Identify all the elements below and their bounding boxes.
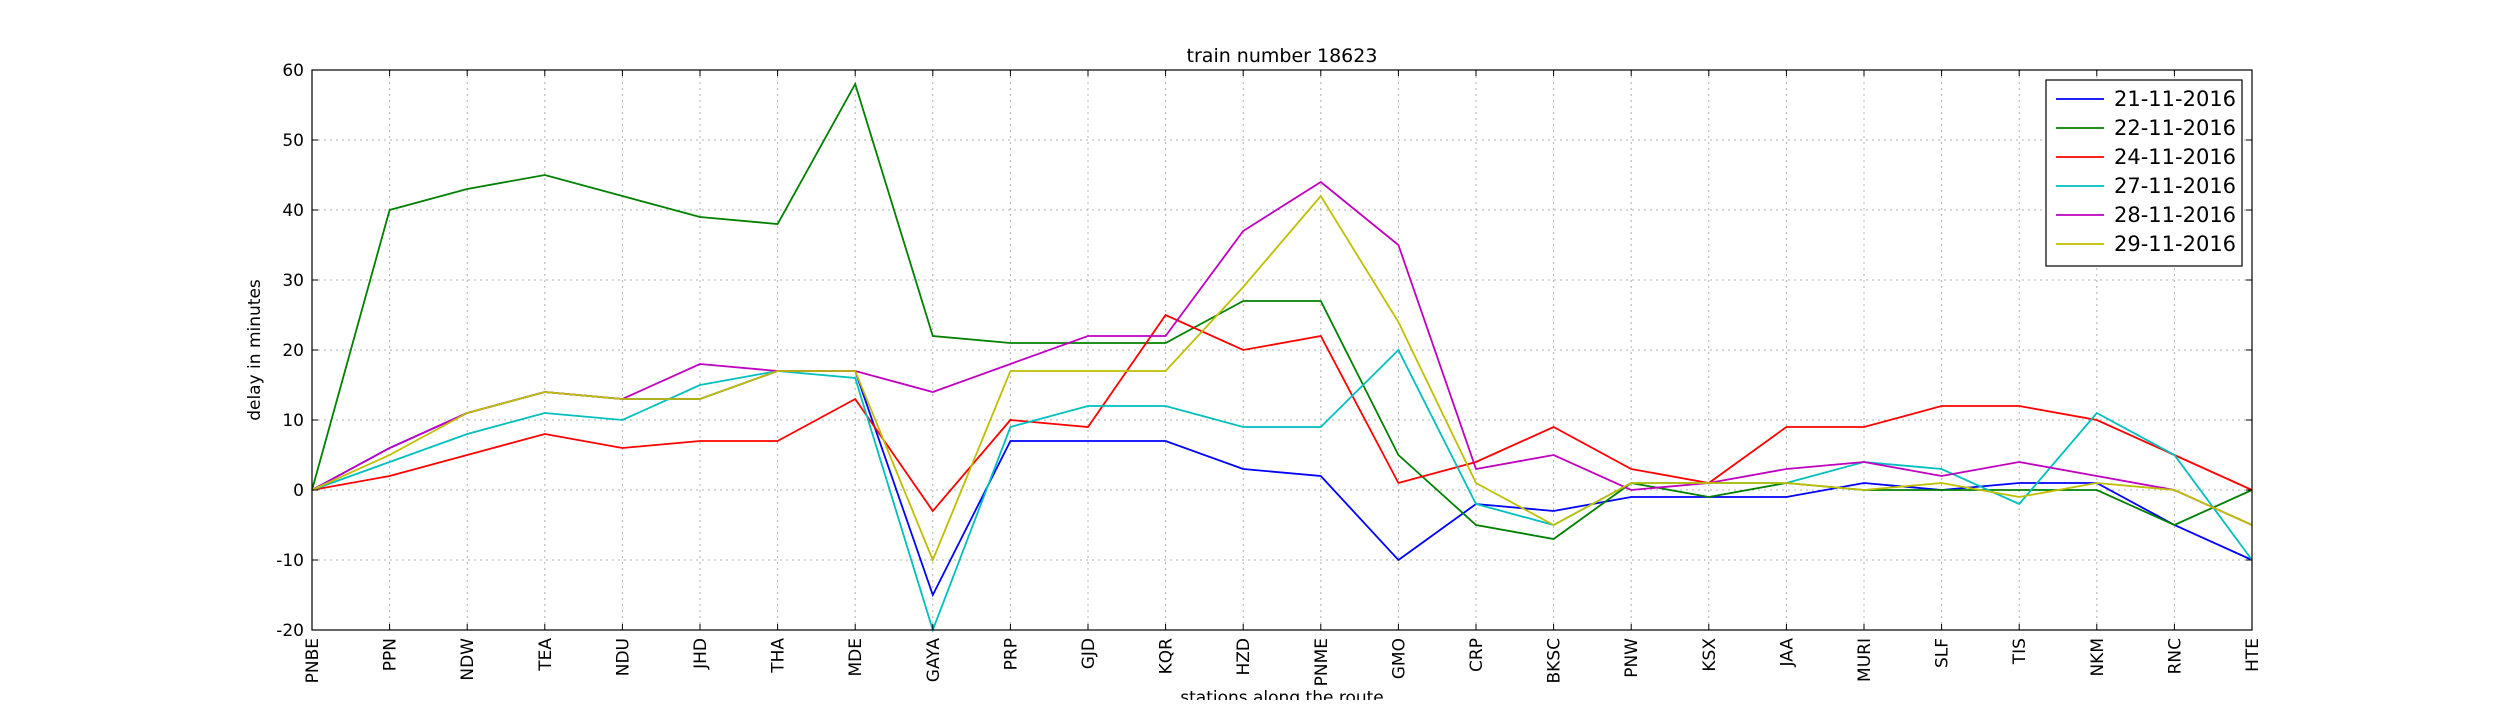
plot-frame [311,69,2253,631]
legend-entry: 29-11-2016 [2114,232,2236,256]
y-tick-label: 60 [282,61,304,81]
y-tick-label: 30 [282,271,304,291]
series-line-21-11-2016 [311,370,2253,598]
x-axis-ticks: PNBE PPN NDW TEA NDU JHD THA MDE GAYA PRP GJD KQR HZ… [303,70,2263,686]
x-tick-label: PNW [1622,638,1642,678]
y-axis-ticks: -20 -10 0 10 20 30 40 50 60 [276,61,2252,641]
series-line-28-11-2016 [311,180,2253,526]
x-tick-label: BKSC [1545,638,1565,683]
legend-entry: 28-11-2016 [2114,203,2236,227]
x-tick-label: MURI [1855,638,1875,682]
series-lines [311,81,2253,633]
series-line-22-11-2016 [311,81,2253,540]
legend-entry: 22-11-2016 [2114,116,2236,140]
x-tick-label: HTE [2243,638,2263,672]
x-tick-label: RNC [2165,638,2185,674]
series-line-24-11-2016 [311,313,2253,513]
chart-title: train number 18623 [1187,45,1378,67]
x-tick-label: NKM [2088,638,2108,677]
x-tick-label: PNME [1312,638,1332,686]
y-tick-label: 10 [282,411,304,431]
x-axis-label: stations along the route [1180,688,1384,700]
series-line-29-11-2016 [311,194,2253,563]
y-tick-label: -10 [276,551,304,571]
x-tick-label: JHD [691,638,711,670]
series-line-27-11-2016 [311,348,2253,633]
x-tick-label: SLF [1933,638,1953,668]
x-tick-label: TEA [536,638,556,672]
y-tick-label: 50 [282,131,304,151]
x-tick-label: GAYA [924,638,944,683]
legend-frame [2045,79,2243,267]
legend: 21-11-2016 22-11-2016 24-11-2016 27-11-2016… [2045,79,2243,267]
x-tick-label: MDE [846,638,866,677]
x-tick-label: NDW [458,638,478,681]
y-tick-label: -20 [276,621,304,641]
legend-entry: 24-11-2016 [2114,145,2236,169]
x-tick-label: KSX [1700,638,1720,672]
x-tick-label: HZD [1234,638,1254,676]
x-tick-label: KQR [1157,638,1177,675]
grid-lines [311,69,2253,631]
x-tick-label: THA [769,638,789,674]
x-tick-label: PNBE [303,638,323,683]
x-tick-label: GMO [1389,638,1409,679]
x-tick-label: PPN [381,638,401,671]
y-axis-label: delay in minutes [245,279,265,421]
x-tick-label: NDU [613,638,633,676]
x-tick-label: TIS [2010,638,2030,665]
x-tick-label: JAA [1777,638,1797,668]
legend-entry: 21-11-2016 [2114,87,2236,111]
y-tick-label: 0 [293,481,304,501]
x-tick-label: GJD [1079,638,1099,669]
x-tick-label: CRP [1467,638,1487,672]
x-tick-label: PRP [1001,638,1021,670]
y-tick-label: 20 [282,341,304,361]
legend-entry: 27-11-2016 [2114,174,2236,198]
y-tick-label: 40 [282,201,304,221]
